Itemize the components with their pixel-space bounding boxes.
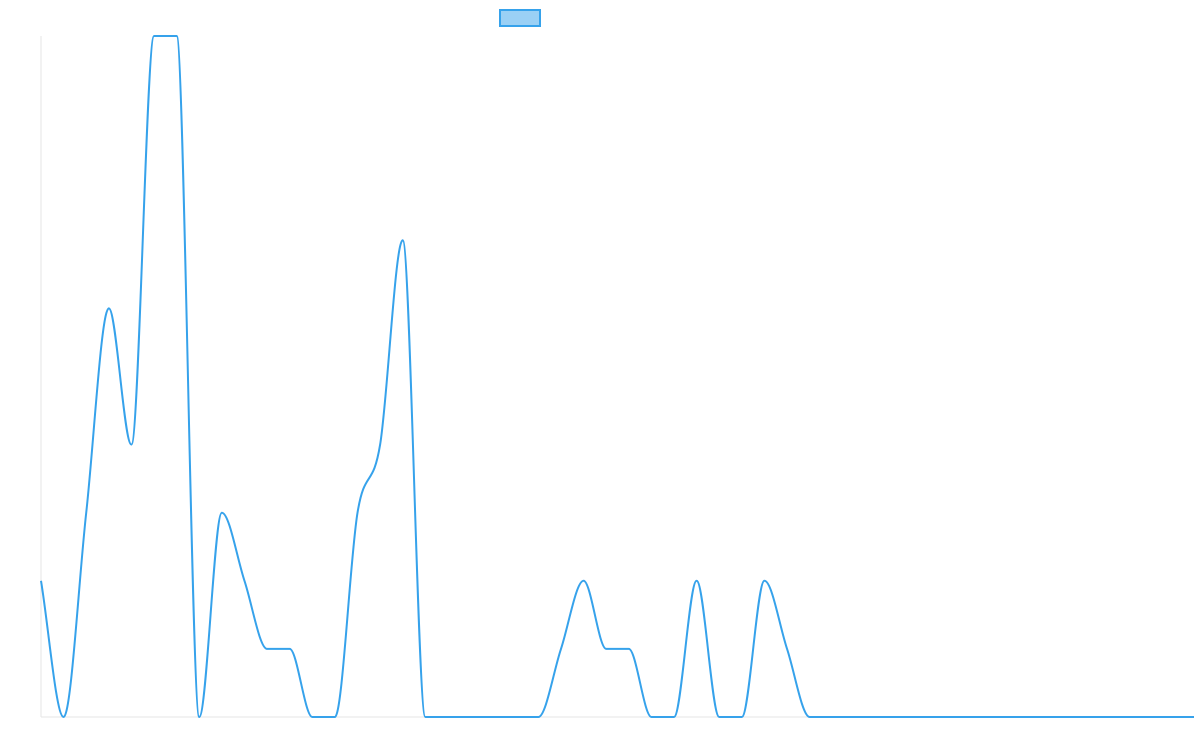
legend[interactable] [499,9,541,27]
chart-axes [40,36,1194,718]
legend-swatch[interactable] [499,9,541,27]
series-line-0 [40,35,1194,719]
series-layer [40,35,1194,719]
